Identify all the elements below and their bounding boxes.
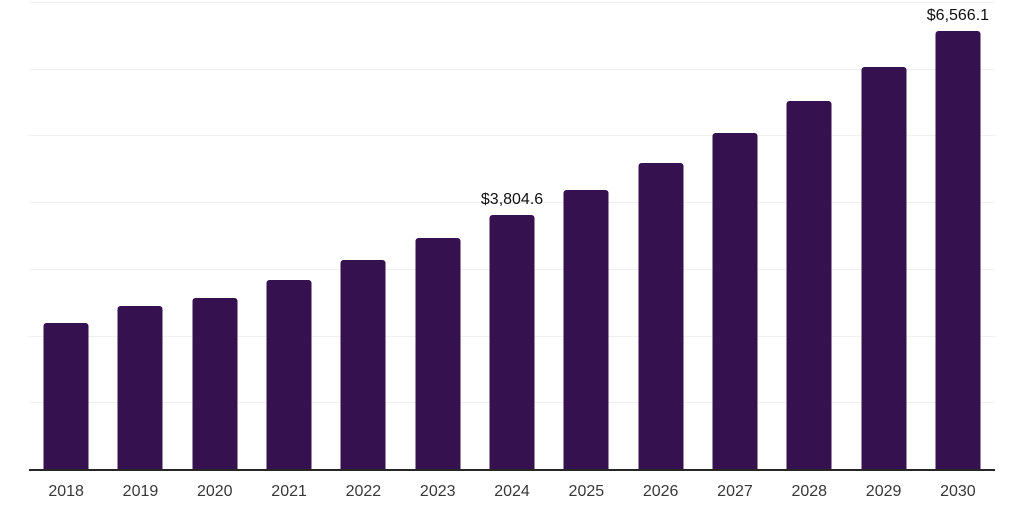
bar-2022 <box>340 259 386 469</box>
bar-2020 <box>192 297 238 469</box>
bar-column-2023 <box>401 2 475 469</box>
x-axis-label-2021: 2021 <box>271 483 307 500</box>
x-axis-label-2024: 2024 <box>494 483 530 500</box>
bar-column-2021 <box>252 2 326 469</box>
bar-column-2030: $6,566.1 <box>921 2 995 469</box>
bar-2025 <box>563 189 609 469</box>
bar-column-2028 <box>772 2 846 469</box>
bar-2029 <box>861 66 907 469</box>
bars-container: $3,804.6 $6,566.1 <box>29 2 995 469</box>
bar-2023 <box>415 237 461 469</box>
x-axis-label-2018: 2018 <box>48 483 84 500</box>
bar-column-2026 <box>624 2 698 469</box>
x-axis-label-2022: 2022 <box>345 483 382 500</box>
bar-value-label-2030: $6,566.1 <box>926 6 990 24</box>
bar-2028 <box>786 101 832 469</box>
bar-2030 <box>935 30 981 469</box>
plot-area: $3,804.6 $6,566.1 <box>29 2 995 471</box>
bar-value-label-2024: $3,804.6 <box>480 191 544 209</box>
bar-column-2019 <box>103 2 177 469</box>
gridline-5000 <box>29 135 995 137</box>
bar-column-2018 <box>29 2 103 469</box>
x-axis-label-2030: 2030 <box>940 483 976 500</box>
x-axis-label-2029: 2029 <box>865 483 902 500</box>
bar-column-2027 <box>698 2 772 469</box>
x-axis-label-2026: 2026 <box>642 483 679 500</box>
bar-2024 <box>489 215 535 469</box>
x-axis-label-2028: 2028 <box>791 483 828 500</box>
gridline-6000 <box>29 68 995 70</box>
x-axis-label-2027: 2027 <box>717 483 753 500</box>
bar-column-2020 <box>178 2 252 469</box>
bar-2027 <box>712 133 758 469</box>
bar-2019 <box>117 305 163 469</box>
bar-column-2022 <box>326 2 400 469</box>
x-axis-label-2025: 2025 <box>568 483 605 500</box>
gridline-4000 <box>29 202 995 204</box>
bar-2018 <box>43 322 89 469</box>
x-axis-label-2020: 2020 <box>196 483 233 500</box>
bar-column-2029 <box>846 2 920 469</box>
bar-2021 <box>266 279 312 469</box>
bar-2026 <box>638 163 684 469</box>
bar-column-2025 <box>549 2 623 469</box>
x-axis-label-2019: 2019 <box>122 483 159 500</box>
x-axis-labels: 2018 2019 2020 2021 2022 2023 2024 2025 2026 2027… <box>29 475 995 509</box>
x-axis-label-2023: 2023 <box>419 483 456 500</box>
gridline-7000 <box>29 2 995 3</box>
bar-column-2024: $3,804.6 <box>475 2 549 469</box>
